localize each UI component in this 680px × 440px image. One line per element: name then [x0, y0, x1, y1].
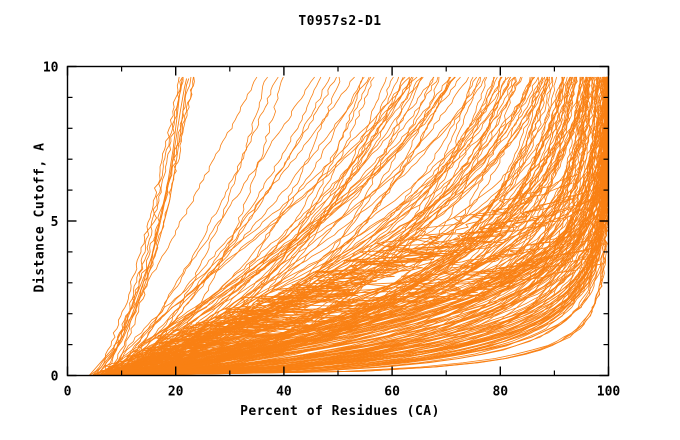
data-curve: [121, 76, 598, 376]
data-curve: [118, 76, 582, 376]
data-curve: [128, 76, 370, 376]
axes-layer: [66, 65, 610, 377]
data-curve: [116, 76, 414, 376]
y-tick-label: 0: [51, 370, 59, 385]
data-curves-layer: [88, 76, 609, 376]
data-curve: [117, 76, 592, 376]
data-curve: [114, 76, 609, 376]
data-curve-outlier: [103, 76, 195, 376]
data-curve: [136, 76, 609, 376]
data-curve: [106, 76, 258, 376]
data-curve: [128, 76, 503, 376]
data-curve: [134, 76, 606, 376]
data-curve: [111, 76, 486, 376]
data-curve: [105, 76, 608, 376]
data-curve-outlier: [102, 76, 192, 376]
data-curve: [133, 76, 523, 376]
data-curve: [124, 76, 535, 376]
data-curve: [125, 76, 481, 376]
x-tick-label: 100: [597, 385, 621, 400]
data-curve-outlier: [95, 76, 183, 376]
data-curve-slow: [107, 245, 601, 376]
data-curve: [129, 76, 587, 376]
x-tick-label: 0: [64, 385, 72, 400]
data-curve: [120, 76, 543, 376]
tick-labels-layer: 0 20 40 60 80 100 0 5 10: [43, 61, 621, 400]
data-curve-slow: [107, 206, 595, 376]
data-curve: [126, 76, 587, 376]
data-curve: [104, 76, 609, 376]
y-tick-label: 5: [51, 215, 59, 230]
data-curve: [103, 76, 582, 376]
data-curve: [121, 76, 572, 376]
chart-title: T0957s2-D1: [298, 14, 382, 29]
data-curve-outlier: [89, 76, 180, 376]
data-curve-outlier: [91, 76, 194, 376]
data-curve: [121, 76, 355, 376]
data-curve-slow: [100, 173, 579, 376]
data-curve: [117, 76, 455, 376]
x-tick-label: 40: [276, 385, 292, 400]
data-curve: [109, 76, 418, 376]
data-curve: [109, 76, 607, 376]
x-axis-title: Percent of Residues (CA): [240, 404, 440, 419]
x-tick-label: 20: [168, 385, 184, 400]
data-curve: [103, 76, 451, 376]
data-curve: [102, 76, 469, 376]
data-curve-slow: [109, 263, 605, 376]
data-curve: [135, 76, 593, 376]
data-curve: [100, 76, 363, 376]
data-curve: [112, 76, 410, 376]
data-curve: [119, 76, 593, 376]
data-curve: [112, 76, 279, 376]
data-curve: [108, 76, 609, 376]
data-curve: [88, 78, 183, 376]
data-curve: [99, 76, 456, 376]
data-curve: [126, 76, 435, 376]
data-curve: [100, 76, 609, 376]
data-curve: [123, 76, 583, 376]
x-tick-label: 80: [492, 385, 508, 400]
x-tick-label: 60: [384, 385, 400, 400]
data-curve-outlier: [96, 76, 184, 376]
y-tick-label: 10: [43, 61, 59, 76]
data-curve: [132, 76, 609, 376]
data-curve: [123, 76, 545, 376]
